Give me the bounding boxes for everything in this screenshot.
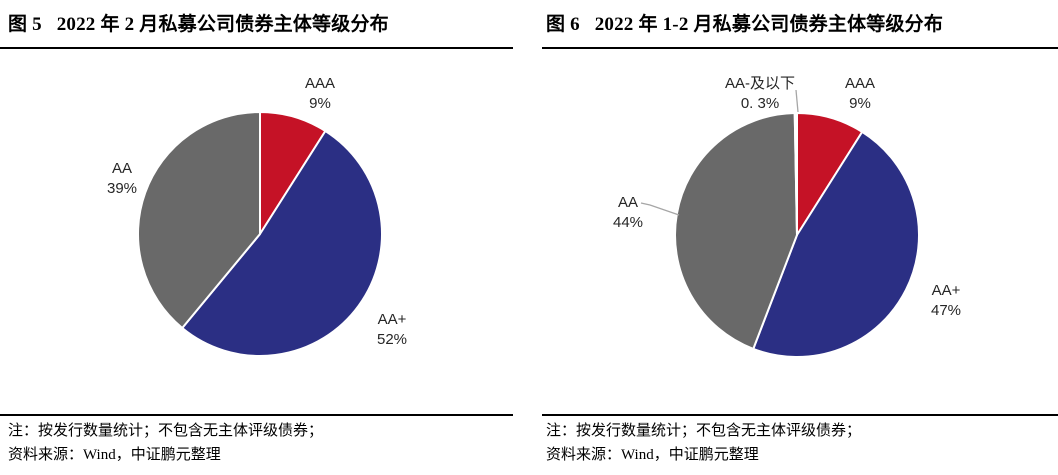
pie-label-aa-plus-name: AA+	[931, 282, 961, 299]
pie-slice-AA	[137, 111, 261, 329]
figure6-pie-chart	[640, 89, 920, 359]
pie-label-aaa-pct: 9%	[309, 95, 331, 112]
figure5-title-rule	[0, 47, 513, 49]
figure5-pie-chart	[137, 111, 383, 357]
pie-slice-AA+	[752, 130, 920, 359]
figure6-source-line: 资料来源：Wind，中证鹏元整理	[546, 447, 759, 463]
pie-label-aa-name: AA	[617, 194, 638, 211]
figure6-panel: 图 6 2022 年 1-2 月私募公司债券主体等级分布 AA-及以下 0. 3…	[529, 0, 1058, 475]
pie-label-aa-plus-pct: 47%	[930, 302, 962, 319]
pie-label-aaa: AAA 9%	[845, 74, 875, 114]
pie-slice-AA+	[181, 129, 383, 357]
pie-label-aa-plus: AA+ 52%	[377, 310, 407, 350]
pie-label-aa: AA 44%	[613, 193, 643, 233]
figure5-source-line: 资料来源：Wind，中证鹏元整理	[8, 447, 221, 463]
figure5-note-line1: 注：按发行数量统计；不包含无主体评级债券；	[8, 423, 324, 439]
pie-label-aaa: AAA 9%	[305, 74, 335, 114]
figure6-title-rule	[542, 47, 1058, 49]
figure5-panel: 图 5 2022 年 2 月私募公司债券主体等级分布 AAA 9% AA 39%…	[0, 14, 529, 467]
pie-label-aa-minus-below-pct: 0. 3%	[740, 95, 780, 112]
leader-line-aa	[640, 202, 680, 216]
figure6-chart-area: AA-及以下 0. 3% AAA 9% AA 44% AA+ 47%	[529, 48, 1058, 414]
figure6-note-line1: 注：按发行数量统计；不包含无主体评级债券；	[546, 423, 862, 439]
pie-slice-AA-及以下	[793, 111, 798, 236]
pie-label-aa: AA 39%	[107, 159, 137, 199]
pie-label-aa-pct: 44%	[612, 214, 644, 231]
pie-label-aa-plus-name: AA+	[377, 311, 407, 328]
figure6-notes: 注：按发行数量统计；不包含无主体评级债券； 资料来源：Wind，中证鹏元整理	[546, 419, 861, 467]
pie-label-aa-plus-pct: 52%	[376, 331, 408, 348]
pie-label-aa-pct: 39%	[106, 180, 138, 197]
pie-label-aaa-name: AAA	[844, 75, 876, 92]
pie-label-aa-plus: AA+ 47%	[931, 281, 961, 321]
figure6-notes-rule	[542, 414, 1058, 416]
pie-label-aa-minus-below: AA-及以下 0. 3%	[725, 74, 795, 114]
pie-label-aa-minus-below-name: AA-及以下	[724, 75, 796, 92]
figure5-notes: 注：按发行数量统计；不包含无主体评级债券； 资料来源：Wind，中证鹏元整理	[8, 419, 323, 467]
figure5-title: 图 5 2022 年 2 月私募公司债券主体等级分布	[8, 14, 389, 35]
pie-label-aaa-name: AAA	[304, 75, 336, 92]
figure5-chart-area: AAA 9% AA 39% AA+ 52%	[0, 48, 529, 414]
figure6-title: 图 6 2022 年 1-2 月私募公司债券主体等级分布	[546, 14, 944, 35]
pie-label-aa-name: AA	[111, 160, 132, 177]
pie-label-aaa-pct: 9%	[849, 95, 871, 112]
leader-line-aa-minus	[795, 89, 799, 113]
figure5-notes-rule	[0, 414, 513, 416]
